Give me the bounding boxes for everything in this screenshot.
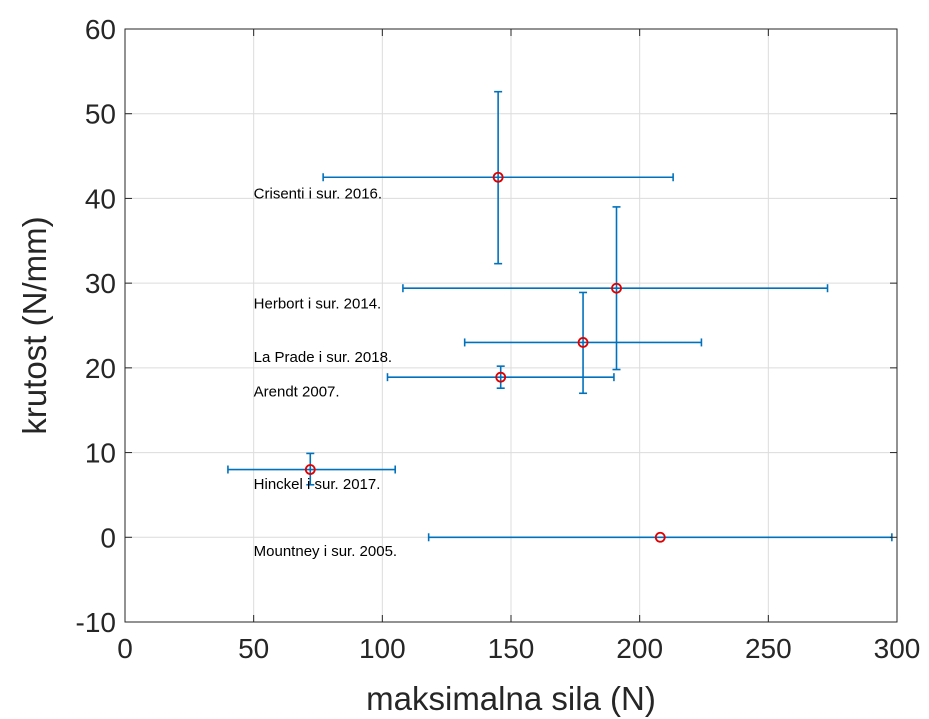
x-tick-label: 150 <box>488 633 535 664</box>
y-tick-label: 60 <box>85 14 116 45</box>
x-tick-label: 0 <box>117 633 133 664</box>
data-point-marker <box>611 282 622 294</box>
data-series <box>227 90 893 543</box>
x-axis-title: maksimalna sila (N) <box>366 680 656 717</box>
y-tick-label: 40 <box>85 183 116 214</box>
data-point-marker <box>577 337 589 348</box>
y-axis-title: krutost (N/mm) <box>16 216 53 434</box>
y-tick-label: 10 <box>85 438 116 469</box>
data-point-group <box>322 90 674 265</box>
point-label: La Prade i sur. 2018. <box>254 349 392 366</box>
point-label: Hinckel i sur. 2017. <box>254 476 381 493</box>
x-tick-label: 300 <box>874 633 921 664</box>
y-tick-label: 0 <box>100 522 116 553</box>
x-tick-label: 250 <box>745 633 792 664</box>
y-tick-label: -10 <box>76 607 116 638</box>
data-point-marker <box>654 531 666 543</box>
point-label: Arendt 2007. <box>254 384 340 401</box>
point-label: Mountney i sur. 2005. <box>254 543 397 560</box>
y-tick-label: 50 <box>85 99 116 130</box>
data-point-group <box>227 452 397 486</box>
y-tick-label: 20 <box>85 353 116 384</box>
point-label: Herbort i sur. 2014. <box>254 296 382 313</box>
data-point-group <box>386 365 615 389</box>
x-tick-label: 200 <box>616 633 663 664</box>
data-point-marker <box>492 171 504 183</box>
data-point-marker <box>304 464 316 475</box>
data-point-marker <box>495 371 507 383</box>
grid-lines <box>124 28 898 623</box>
point-label: Crisenti i sur. 2016. <box>254 185 382 202</box>
y-tick-label: 30 <box>85 268 116 299</box>
x-tick-label: 100 <box>359 633 406 664</box>
x-tick-label: 50 <box>238 633 269 664</box>
point-annotations: Crisenti i sur. 2016. Herbort i sur. 2014… <box>254 185 397 559</box>
